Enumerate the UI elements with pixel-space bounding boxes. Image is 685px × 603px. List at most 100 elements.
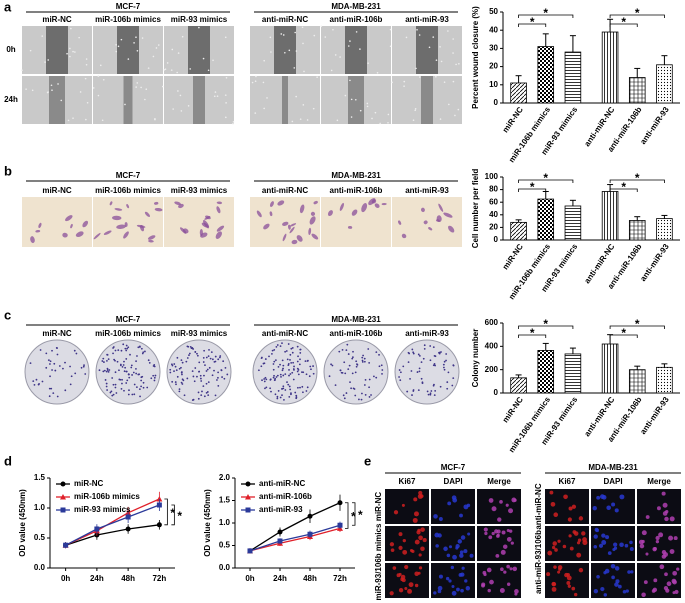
colony <box>433 363 436 365</box>
row-label: anti-miR-NC <box>534 483 543 529</box>
cell-speck <box>187 105 190 107</box>
legend-marker <box>245 481 251 487</box>
colony <box>279 363 281 366</box>
colony <box>342 394 345 397</box>
colony <box>276 397 279 400</box>
nucleus <box>452 554 457 560</box>
x-tick-label: anti-miR-93 <box>638 395 671 436</box>
nucleus <box>413 497 418 502</box>
nucleus <box>669 516 675 522</box>
colony <box>55 346 58 349</box>
cell <box>174 201 181 206</box>
nucleus <box>630 570 634 574</box>
column-label: miR-106b mimics <box>95 15 161 24</box>
colony <box>153 363 156 366</box>
significance-bracket <box>518 14 574 18</box>
x-tick-label: 48h <box>121 574 135 583</box>
cell <box>35 229 41 233</box>
panel-label: a <box>4 0 12 14</box>
colony <box>137 346 140 349</box>
colony <box>111 394 114 397</box>
colony <box>221 376 223 378</box>
y-tick-label: 1.0 <box>34 503 46 512</box>
significance-bracket <box>164 498 168 526</box>
colony <box>412 390 415 392</box>
cell <box>269 211 273 217</box>
nucleus <box>574 592 578 597</box>
colony <box>106 389 109 391</box>
colony <box>106 359 108 362</box>
colony <box>58 365 61 367</box>
colony <box>202 385 205 388</box>
cell <box>148 239 154 243</box>
marker <box>156 496 163 502</box>
colony <box>286 381 288 384</box>
column-label: anti-miR-106b <box>330 186 383 195</box>
cell-speck <box>447 30 449 32</box>
colony <box>191 370 194 373</box>
nucleus <box>553 565 557 569</box>
cell <box>139 225 145 232</box>
nucleus <box>571 504 577 509</box>
cell-speck <box>216 95 219 97</box>
cell-speck <box>44 61 46 63</box>
colony <box>119 364 122 367</box>
bar <box>601 191 619 241</box>
colony <box>138 346 141 348</box>
cell-speck <box>443 81 446 83</box>
cell <box>290 223 297 227</box>
cell-speck <box>144 98 146 101</box>
cell-speck <box>312 107 315 110</box>
colony <box>45 352 48 355</box>
colony <box>345 392 348 394</box>
colony <box>176 375 179 378</box>
nucleus <box>604 568 610 574</box>
fluorescence-image <box>385 489 429 524</box>
colony <box>120 388 123 390</box>
cell-speck <box>145 88 148 91</box>
cell-speck <box>133 42 135 44</box>
panel-label: d <box>4 453 12 468</box>
colony <box>75 352 78 355</box>
colony <box>265 378 268 381</box>
colony <box>126 347 129 350</box>
significance-label: * <box>635 171 640 185</box>
colony <box>106 369 109 372</box>
colony <box>107 358 110 361</box>
legend-marker <box>60 481 66 487</box>
nucleus <box>459 553 464 558</box>
nucleus <box>437 589 442 594</box>
colony <box>117 349 120 352</box>
nucleus <box>553 512 559 518</box>
nucleus <box>639 543 645 549</box>
cell-speck <box>69 47 71 50</box>
colony <box>115 392 118 394</box>
y-tick-label: 1.0 <box>219 518 231 527</box>
nucleus <box>601 540 607 545</box>
nucleus <box>617 584 622 589</box>
colony <box>295 394 298 397</box>
colony <box>281 342 283 345</box>
cell-speck <box>301 26 304 29</box>
colony <box>186 377 189 380</box>
nucleus <box>668 535 674 541</box>
cell-speck <box>171 48 174 51</box>
colony <box>196 354 199 357</box>
colony <box>277 365 280 368</box>
colony <box>181 361 184 364</box>
cell-speck <box>189 68 191 70</box>
scratch-gap <box>416 26 438 74</box>
legend-label: anti-miR-NC <box>259 479 305 488</box>
nucleus <box>506 536 512 542</box>
colony <box>130 364 133 367</box>
cell-speck <box>74 51 76 53</box>
cell-speck <box>181 35 184 38</box>
colony <box>353 388 356 390</box>
column-label: anti-miR-93 <box>405 186 449 195</box>
colony <box>276 344 279 346</box>
cell-speck <box>316 76 318 79</box>
colony <box>123 360 125 363</box>
colony <box>125 358 128 360</box>
marker <box>337 522 343 528</box>
colony <box>210 351 213 354</box>
